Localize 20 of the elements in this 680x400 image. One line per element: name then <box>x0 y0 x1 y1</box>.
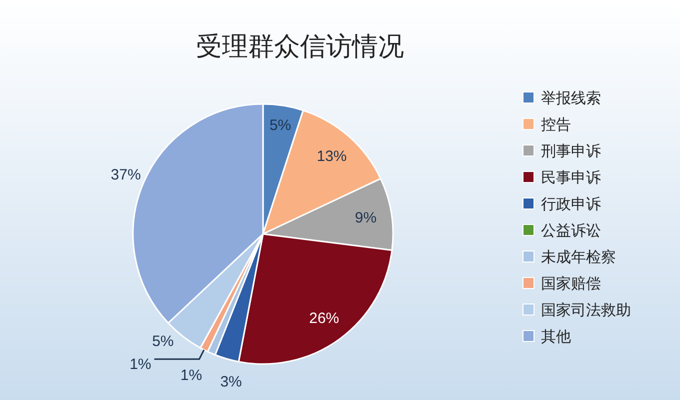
legend-label: 民事申诉 <box>541 170 601 186</box>
legend-label: 其他 <box>541 328 571 346</box>
legend-label: 公益诉讼 <box>541 222 601 240</box>
data-label: 26% <box>309 310 340 328</box>
data-label: 37% <box>110 166 141 184</box>
data-label: 1% <box>180 366 202 384</box>
legend-label: 行政申诉 <box>541 196 601 213</box>
legend-label: 国家司法救助 <box>541 302 631 319</box>
data-label: 1% <box>130 356 152 374</box>
data-label: 5% <box>152 333 174 350</box>
data-label: 13% <box>316 148 347 165</box>
data-label: 3% <box>220 373 242 390</box>
legend-label: 控告 <box>541 116 571 134</box>
data-label: 5% <box>269 116 292 134</box>
legend-label: 国家赔偿 <box>541 276 601 292</box>
legend-label: 刑事申诉 <box>541 143 601 160</box>
chart-title: 受理群众信访情况 <box>196 31 404 61</box>
data-label: 9% <box>354 210 377 227</box>
legend-label: 未成年检察 <box>541 249 616 266</box>
legend-label: 举报线索 <box>541 90 601 107</box>
